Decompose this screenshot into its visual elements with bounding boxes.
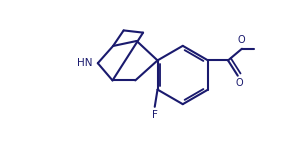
Text: HN: HN: [77, 58, 93, 68]
Text: F: F: [152, 110, 158, 120]
Text: O: O: [237, 35, 245, 45]
Text: O: O: [235, 78, 243, 88]
